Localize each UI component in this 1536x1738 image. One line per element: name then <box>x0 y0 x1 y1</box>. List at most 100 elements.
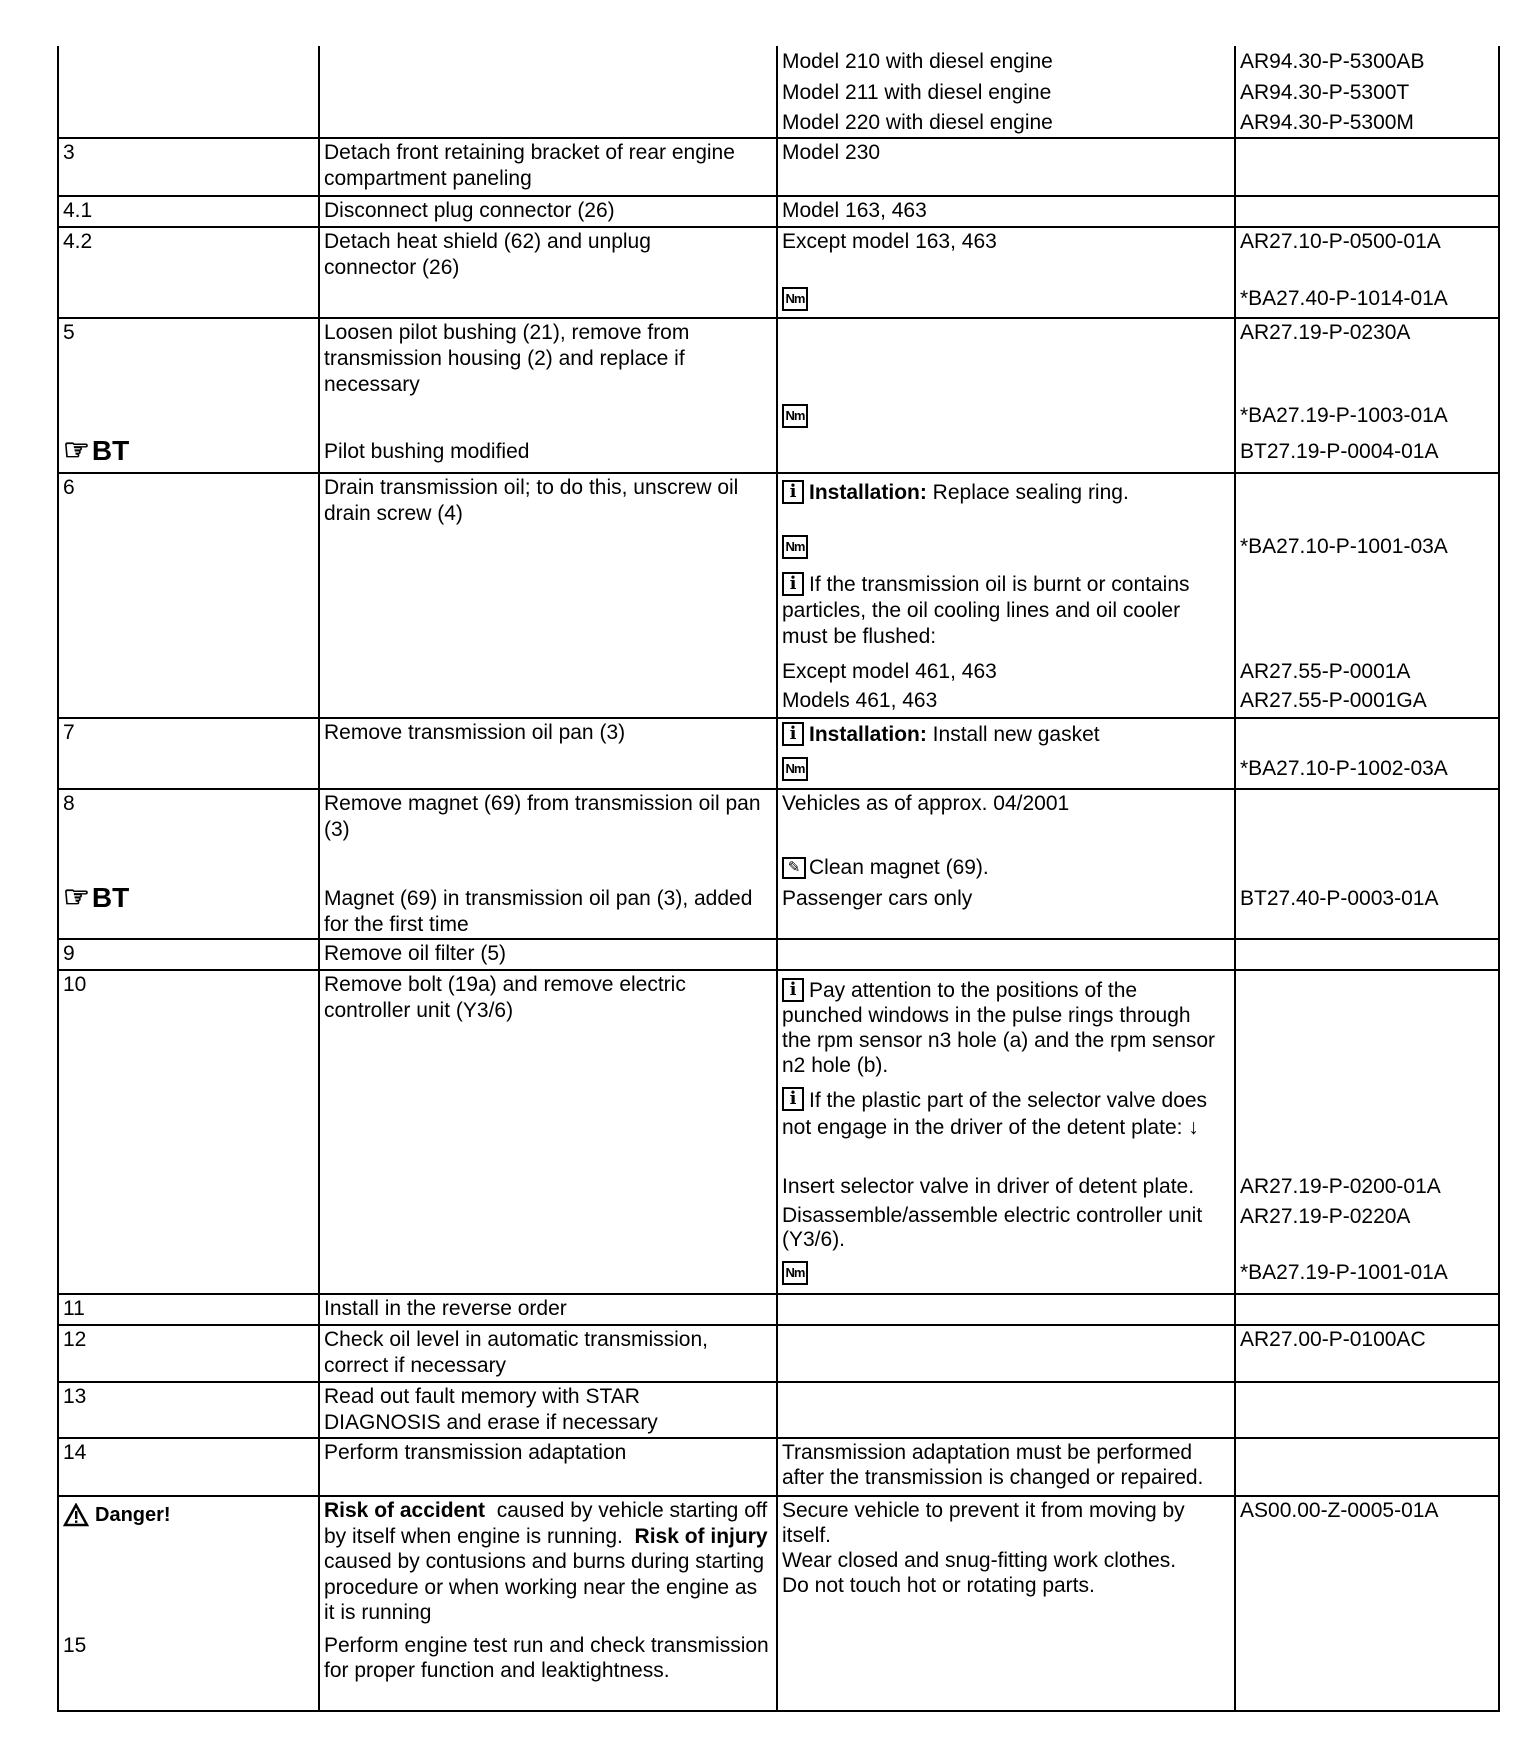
info-icon: i <box>782 722 804 746</box>
step-number: 10 <box>63 973 87 996</box>
reference-cell: *BA27.10-P-1002-03A <box>1236 719 1498 780</box>
table-row: Model 210 with diesel engine Model 211 w… <box>57 46 1500 139</box>
bt-label: BT <box>91 435 130 466</box>
note-text: Disassemble/assemble electric controller… <box>782 1204 1203 1251</box>
step-number: 11 <box>63 1297 85 1320</box>
pointing-hand-icon: ☞ <box>63 881 90 914</box>
reference-link[interactable]: AR27.00-P-0100AC <box>1240 1328 1426 1351</box>
step-number: 4.2 <box>63 230 93 253</box>
danger-warning: Danger! <box>63 1502 314 1528</box>
reference-cell <box>1236 940 1498 941</box>
step-cell: 5 ☞BT <box>59 319 318 466</box>
step-description: Detach front retaining bracket of rear e… <box>324 141 735 190</box>
step-cell: 8 ☞BT <box>59 790 318 913</box>
notes-cell: Model 210 with diesel engine Model 211 w… <box>778 46 1234 134</box>
reference-link[interactable]: AR27.10-P-0500-01A <box>1240 230 1441 253</box>
torque-nm-icon[interactable]: Nm <box>782 287 808 312</box>
reference-link[interactable]: AR94.30-P-5300M <box>1240 111 1414 134</box>
info-icon: i <box>782 1087 804 1111</box>
note-text: Except model 461, 463 <box>782 660 997 683</box>
notes-cell <box>778 1295 1234 1296</box>
step-number: 9 <box>63 942 75 965</box>
reference-cell <box>1236 197 1498 198</box>
reference-link[interactable]: *BA27.40-P-1014-01A <box>1240 287 1448 310</box>
notes-cell <box>778 940 1234 941</box>
bt-badge[interactable]: ☞BT <box>63 883 314 913</box>
description-cell: Remove magnet (69) from transmission oil… <box>320 790 776 936</box>
notes-cell: i Pay attention to the positions of the p… <box>778 971 1234 1286</box>
torque-nm-icon[interactable]: Nm <box>782 757 808 782</box>
reference-link[interactable]: AR27.55-P-0001GA <box>1240 689 1427 712</box>
reference-link[interactable]: AR27.55-P-0001A <box>1240 660 1411 683</box>
description-cell: Loosen pilot bushing (21), remove from t… <box>320 319 776 463</box>
reference-link[interactable]: AR94.30-P-5300T <box>1240 81 1410 104</box>
torque-nm-icon[interactable]: Nm <box>782 535 808 560</box>
info-icon: i <box>782 480 804 504</box>
note-text: Model 163, 463 <box>782 199 927 222</box>
reference-link[interactable]: AR27.19-P-0230A <box>1240 321 1411 344</box>
step-number: 14 <box>63 1441 87 1464</box>
note-label: Installation: <box>809 481 927 504</box>
reference-cell <box>1236 139 1498 140</box>
note-text: Do not touch hot or rotating parts. <box>782 1574 1095 1597</box>
step-description: Remove transmission oil pan (3) <box>324 721 626 744</box>
step-description: Perform engine test run and check transm… <box>324 1634 769 1682</box>
step-cell <box>59 46 318 47</box>
table-row: 11 Install in the reverse order <box>57 1293 1500 1326</box>
info-icon: i <box>782 572 804 596</box>
danger-description: caused by contusions and burns during st… <box>324 1524 774 1624</box>
reference-cell <box>1236 1295 1498 1296</box>
note-text: Except model 163, 463 <box>782 230 997 253</box>
note-text: Clean magnet (69). <box>809 856 989 879</box>
step-description: Remove bolt (19a) and remove electric co… <box>324 973 686 1022</box>
reference-link[interactable]: AR27.19-P-0200-01A <box>1240 1175 1441 1198</box>
step-number: 4.1 <box>63 199 93 222</box>
reference-cell: BT27.40-P-0003-01A <box>1236 790 1498 910</box>
danger-label: Danger! <box>95 1504 171 1526</box>
info-icon: i <box>782 978 804 1002</box>
table-row: 7 Remove transmission oil pan (3) i Insta… <box>57 717 1500 790</box>
danger-text: Risk of accident caused by vehicle start… <box>324 1498 772 1626</box>
table-row: 14 Perform transmission adaptation Trans… <box>57 1437 1500 1497</box>
note-text: Vehicles as of approx. 04/2001 <box>782 792 1070 815</box>
step-number: 5 <box>63 321 75 344</box>
reference-cell <box>1236 1439 1498 1440</box>
reference-link[interactable]: *BA27.10-P-1002-03A <box>1240 757 1448 780</box>
note-text: If the plastic part of the selector valv… <box>782 1089 1208 1139</box>
notes-cell: Nm <box>778 319 1234 429</box>
reference-link[interactable]: *BA27.10-P-1001-03A <box>1240 535 1448 558</box>
reference-link[interactable]: BT27.40-P-0003-01A <box>1240 887 1439 910</box>
step-number: 13 <box>63 1385 87 1408</box>
table-row: 4.1 Disconnect plug connector (26) Model… <box>57 195 1500 228</box>
torque-nm-icon[interactable]: Nm <box>782 404 808 429</box>
step-number: 15 <box>63 1634 87 1657</box>
notes-cell: i Installation: Replace sealing ring. Nm … <box>778 474 1234 712</box>
torque-nm-icon[interactable]: Nm <box>782 1261 808 1286</box>
danger-risk-accident: Risk of accident <box>324 1499 486 1522</box>
danger-risk-injury: Risk of injury <box>634 1524 768 1548</box>
note-text: If the transmission oil is burnt or cont… <box>782 573 1190 648</box>
reference-link[interactable]: BT27.19-P-0004-01A <box>1240 440 1439 463</box>
reference-link[interactable]: AR27.19-P-0220A <box>1240 1205 1411 1228</box>
note-text: Wear closed and snug-fitting work clothe… <box>782 1549 1177 1572</box>
step-description: Disconnect plug connector (26) <box>324 199 615 222</box>
note-text: Transmission adaptation must be performe… <box>782 1441 1204 1489</box>
bt-badge[interactable]: ☞BT <box>63 436 314 466</box>
table-row: 6 Drain transmission oil; to do this, un… <box>57 472 1500 719</box>
note-text: Models 461, 463 <box>782 689 938 712</box>
reference-link[interactable]: AR94.30-P-5300AB <box>1240 50 1425 73</box>
reference-cell: AR27.19-P-0230A *BA27.19-P-1003-01A BT27… <box>1236 319 1498 463</box>
notes-cell: Except model 163, 463 Nm <box>778 228 1234 312</box>
note-line: Model 220 with diesel engine <box>782 111 1053 134</box>
reference-link[interactable]: *BA27.19-P-1001-01A <box>1240 1261 1448 1284</box>
pointing-hand-icon: ☞ <box>63 434 90 467</box>
reference-link[interactable]: *BA27.19-P-1003-01A <box>1240 404 1448 427</box>
note-text: Passenger cars only <box>782 887 973 910</box>
step-cell: Danger! 15 <box>59 1497 318 1657</box>
bt-label: BT <box>91 882 130 913</box>
notes-cell: Vehicles as of approx. 04/2001 ✎ Clean ma… <box>778 790 1234 910</box>
step-description: Check oil level in automatic transmissio… <box>324 1328 708 1377</box>
reference-link[interactable]: AS00.00-Z-0005-01A <box>1240 1499 1439 1522</box>
note-line: Model 211 with diesel engine <box>782 81 1052 104</box>
notes-cell: Secure vehicle to prevent it from moving… <box>778 1497 1234 1598</box>
